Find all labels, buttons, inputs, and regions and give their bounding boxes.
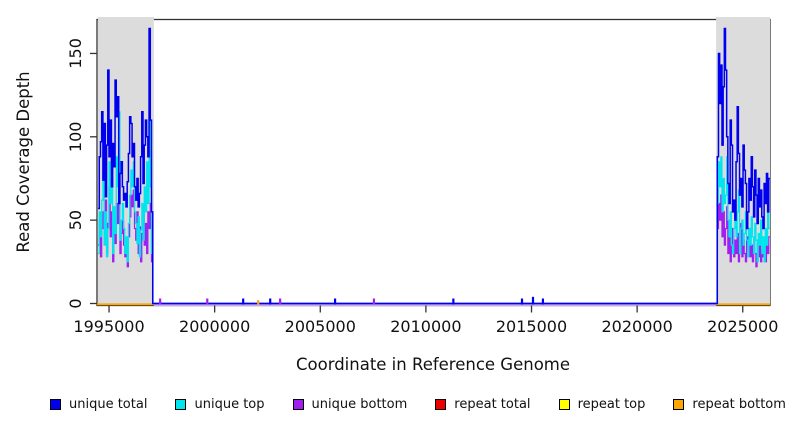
y-tick-label: 100: [66, 122, 85, 153]
legend-label: unique top: [194, 397, 265, 412]
repeat-top-swatch-icon: [558, 399, 570, 410]
x-tick-label: 2010000: [390, 317, 461, 336]
axis-ticks: [90, 52, 744, 313]
plot-border: [96, 18, 771, 307]
legend-label: unique total: [69, 397, 148, 412]
x-axis-title: Coordinate in Reference Genome: [296, 355, 570, 374]
unique-top-swatch-icon: [175, 399, 187, 410]
legend-item-unique-bottom: unique bottom: [292, 397, 408, 412]
unique-total-swatch-icon: [50, 399, 61, 410]
unique-bottom-swatch-icon: [292, 399, 304, 410]
x-tick-label: 2015000: [496, 317, 567, 336]
repeat-bottom-swatch-icon: [673, 399, 685, 410]
legend-item-repeat-top: repeat top: [558, 397, 646, 412]
y-axis-title: Read Coverage Depth: [14, 71, 33, 252]
plot-canvas: 0 50 100 150 1995000 2000000 2005000 201000…: [14, 17, 778, 374]
x-tick-label: 2020000: [601, 317, 672, 336]
y-tick-label: 150: [66, 38, 85, 69]
y-tick-label: 50: [66, 210, 85, 230]
legend-item-repeat-total: repeat total: [435, 397, 531, 412]
legend-label: repeat bottom: [692, 397, 786, 412]
legend-label: repeat top: [577, 397, 646, 412]
coverage-traces: [97, 27, 770, 306]
x-tick-label: 2000000: [179, 317, 250, 336]
highlighted-regions: [98, 17, 770, 305]
legend-item-unique-top: unique top: [175, 397, 265, 412]
legend-label: repeat total: [454, 397, 531, 412]
x-tick-label: 1995000: [73, 317, 144, 336]
legend-label: unique bottom: [311, 397, 408, 412]
y-tick-label: 0: [66, 298, 85, 308]
x-tick-label: 2025000: [707, 317, 778, 336]
legend-item-repeat-bottom: repeat bottom: [673, 397, 786, 412]
legend: unique total unique top unique bottom re…: [50, 397, 786, 412]
legend-item-unique-total: unique total: [50, 397, 147, 412]
x-tick-label: 2005000: [285, 317, 356, 336]
repeat-total-swatch-icon: [435, 399, 447, 410]
